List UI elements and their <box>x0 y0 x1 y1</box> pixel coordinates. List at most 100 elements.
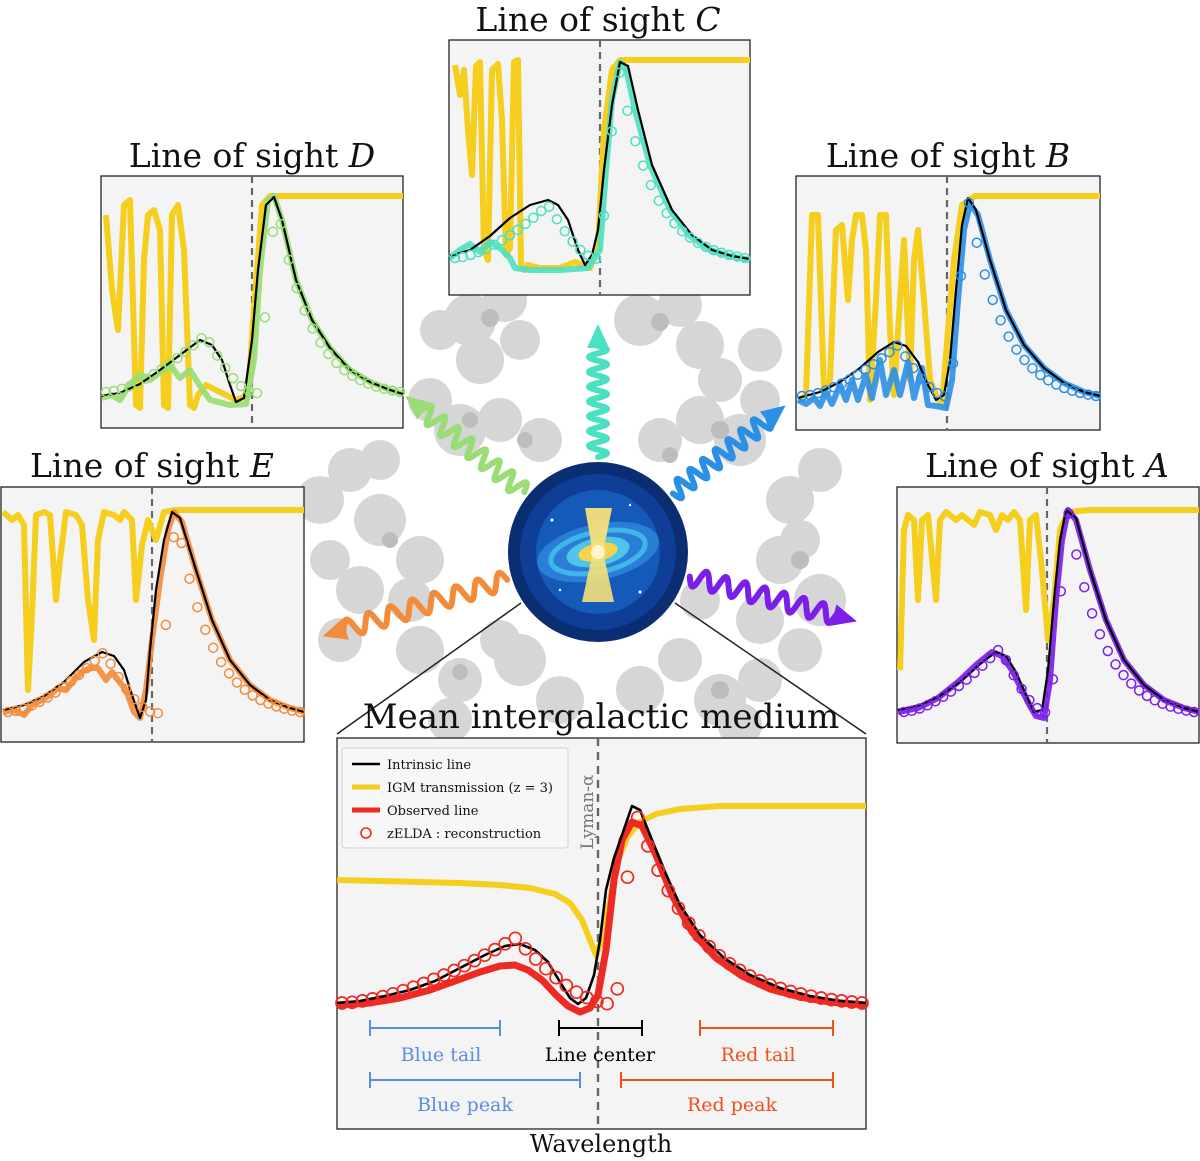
arrow-a-head <box>830 604 857 626</box>
reconstruction-point <box>793 987 808 1001</box>
reconstruction-point <box>852 369 863 380</box>
panel-a-igm-transmission <box>897 507 1199 671</box>
gas-cloud <box>396 626 444 674</box>
reconstruction-point <box>449 252 461 264</box>
reconstruction-point <box>1055 586 1067 597</box>
gas-cloud <box>616 666 664 714</box>
reconstruction-point <box>1011 344 1022 355</box>
reconstruction-point <box>345 995 360 1010</box>
reconstruction-point <box>219 362 231 373</box>
gas-cloud <box>698 358 742 402</box>
arrow-d-head <box>405 395 431 420</box>
gas-cloud <box>518 418 562 462</box>
reconstruction-point <box>947 358 959 369</box>
reconstruction-point <box>528 952 543 966</box>
reconstruction-point <box>915 373 927 384</box>
reconstruction-point <box>722 956 737 971</box>
main-xlabel: Wavelength <box>530 1130 672 1158</box>
gas-cloud <box>318 618 362 662</box>
reconstruction-point <box>979 269 991 280</box>
reconstruction-point <box>590 994 604 1009</box>
reconstruction-point <box>89 655 101 667</box>
reconstruction-point <box>614 67 625 79</box>
gas-cloud-core <box>452 664 468 680</box>
reconstruction-point <box>1063 508 1074 519</box>
bracket-blue-tail <box>369 1020 501 1036</box>
reconstruction-point <box>1024 694 1035 706</box>
reconstruction-point <box>235 380 247 392</box>
reconstruction-point <box>211 350 223 361</box>
reconstruction-point <box>892 340 903 351</box>
panel-d-reconstruction-points <box>100 218 406 399</box>
reconstruction-point <box>937 691 949 702</box>
reconstruction-point <box>955 270 967 282</box>
reconstruction-point <box>223 668 235 679</box>
gas-cloud <box>738 658 782 702</box>
reconstruction-point <box>575 244 586 256</box>
reconstruction-point <box>1071 549 1082 560</box>
reconstruction-point <box>196 333 207 344</box>
reconstruction-point <box>355 994 370 1008</box>
reconstruction-point <box>598 210 610 222</box>
gas-cloud <box>658 638 702 682</box>
reconstruction-point <box>1079 581 1090 593</box>
gas-cloud <box>336 566 384 614</box>
gas-cloud-core <box>711 421 729 439</box>
main-title: Mean intergalactic medium <box>363 697 839 737</box>
reconstruction-point <box>559 978 574 993</box>
reconstruction-point <box>192 601 203 613</box>
bracket-red-peak <box>620 1072 834 1088</box>
reconstruction-point <box>1031 702 1043 714</box>
reconstruction-point <box>836 378 847 389</box>
reconstruction-point <box>299 305 310 316</box>
reconstruction-point <box>724 249 735 261</box>
reconstruction-point <box>681 916 696 930</box>
gas-cloud <box>456 336 504 384</box>
gas-cloud <box>500 320 540 360</box>
reconstruction-point <box>712 948 727 963</box>
reconstruction-point <box>606 126 618 137</box>
reconstruction-point <box>180 346 191 358</box>
reconstruction-point <box>1188 706 1200 718</box>
legend-box <box>341 747 569 849</box>
reconstruction-point <box>144 706 156 717</box>
reconstruction-point <box>930 696 941 707</box>
panel-e-title: Line of sight E <box>30 446 274 485</box>
main-reconstruction-points <box>335 810 869 1011</box>
reconstruction-point <box>160 619 172 631</box>
reconstruction-point <box>661 207 672 219</box>
reconstruction-point <box>907 362 919 374</box>
reconstruction-point <box>796 390 808 402</box>
reconstruction-point <box>992 644 1004 656</box>
arrow-b-head <box>759 405 786 429</box>
gas-cloud <box>396 536 444 584</box>
gas-cloud-core <box>517 432 533 448</box>
reconstruction-point <box>394 386 406 398</box>
reconstruction-point <box>844 995 859 1009</box>
panel-c-intrinsic-line <box>449 60 751 267</box>
arrows <box>322 324 857 640</box>
reconstruction-point <box>488 942 502 957</box>
reconstruction-point <box>945 686 957 697</box>
reconstruction-point <box>1047 673 1059 685</box>
panel-c-title: Line of sight C <box>475 0 720 39</box>
reconstruction-point <box>129 693 140 705</box>
reconstruction-point <box>610 981 625 996</box>
reconstruction-point <box>971 237 983 248</box>
reconstruction-point <box>504 229 516 241</box>
gas-cloud <box>360 440 400 480</box>
legend-label-igm: IGM transmission (z = 3) <box>387 781 553 796</box>
reconstruction-point <box>860 364 871 375</box>
reconstruction-point <box>898 706 910 718</box>
galaxy-icon <box>508 462 688 642</box>
reconstruction-point <box>307 323 318 334</box>
reconstruction-point <box>559 225 570 237</box>
reconstruction-point <box>671 901 686 916</box>
reconstruction-point <box>1003 331 1014 342</box>
reconstruction-point <box>105 658 116 669</box>
gas-cloud <box>428 698 472 742</box>
reconstruction-point <box>855 996 869 1010</box>
panel-a-intrinsic-line <box>897 508 1200 714</box>
reconstruction-point <box>539 961 553 976</box>
gas-cloud-core <box>662 447 678 463</box>
